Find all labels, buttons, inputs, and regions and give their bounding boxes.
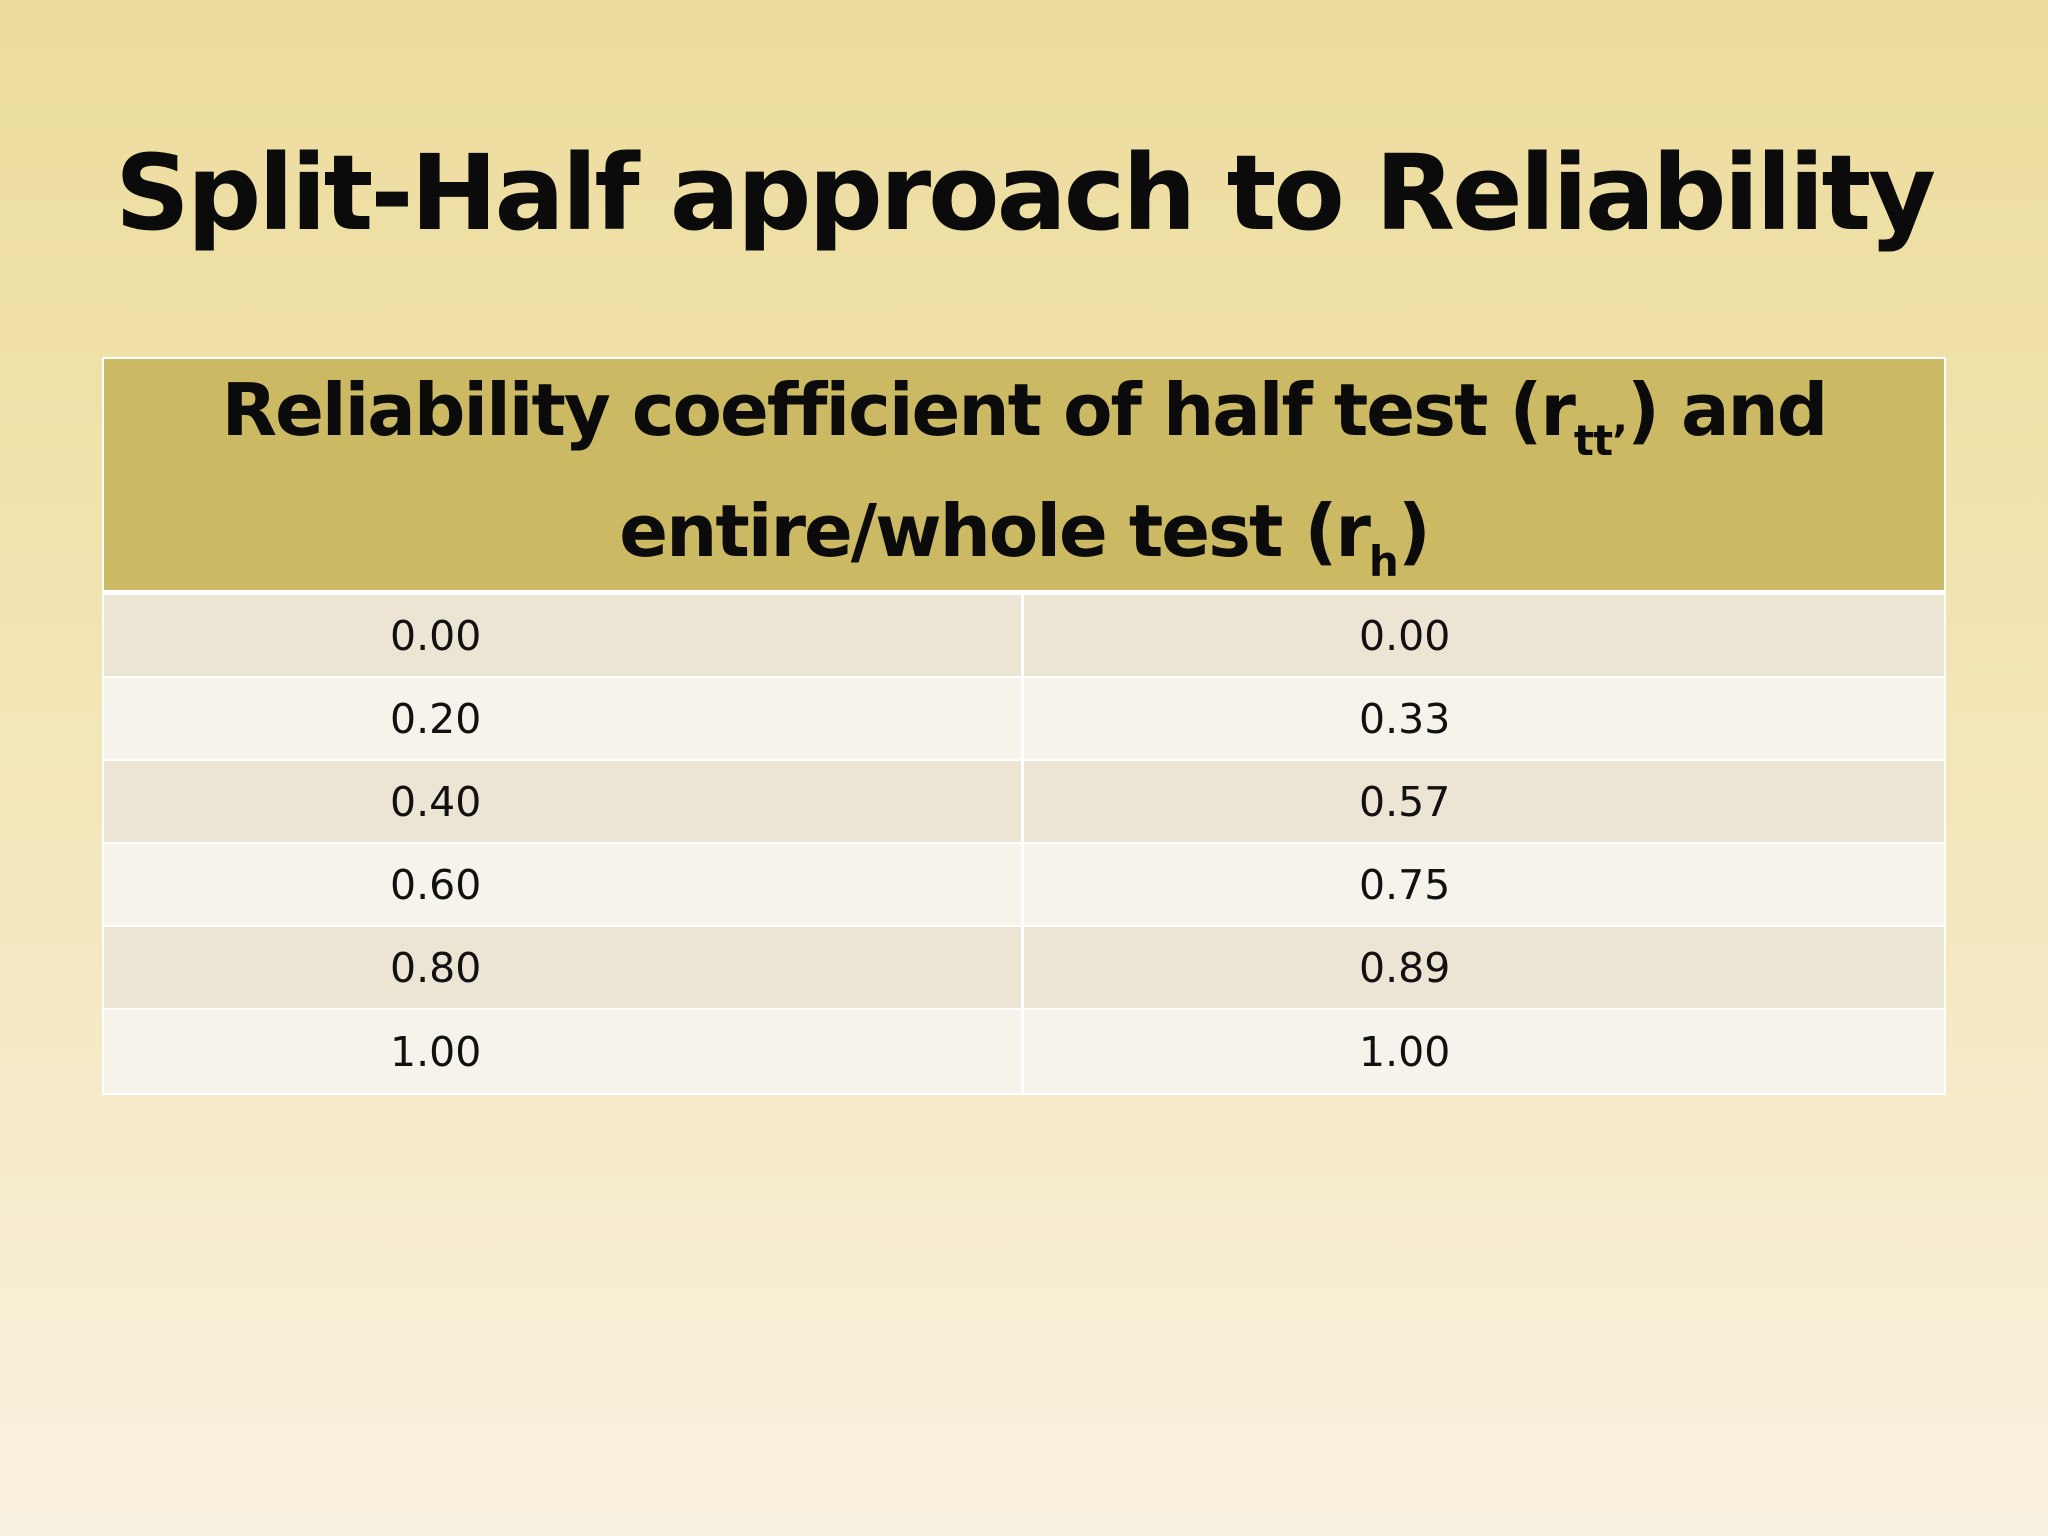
header-subscript-h: h [1368,536,1399,586]
half-test-cell: 1.00 [104,1010,1024,1093]
table-row: 0.40 0.57 [104,761,1944,844]
header-line-1-prefix: Reliability coefficient of half test (r [221,367,1576,452]
table-row: 0.00 0.00 [104,595,1944,678]
half-test-cell: 0.40 [104,761,1024,842]
whole-test-cell: 0.75 [1359,860,1451,909]
whole-test-cell: 0.89 [1359,943,1451,992]
table-header: Reliability coefficient of half test (rt… [104,359,1944,595]
table-header-text: Reliability coefficient of half test (rt… [221,353,1829,597]
header-subscript-tt: tt’ [1573,415,1628,465]
header-line-2: entire/whole test (rh) [222,476,1827,597]
header-line-1: Reliability coefficient of half test (rt… [221,355,1829,476]
whole-test-cell: 0.00 [1359,611,1451,660]
half-test-cell: 0.60 [104,844,1024,925]
table-body: 0.00 0.00 0.20 0.33 0.40 0.57 0.60 0.75 … [104,595,1944,1093]
table-row: 0.20 0.33 [104,678,1944,761]
header-line-2-suffix: ) [1397,488,1431,573]
header-line-1-suffix: ) and [1626,367,1828,452]
table-row: 0.80 0.89 [104,927,1944,1010]
whole-test-cell: 1.00 [1359,1027,1451,1076]
slide-title: Split-Half approach to Reliability [114,132,1936,254]
reliability-table: Reliability coefficient of half test (rt… [102,357,1946,1095]
half-test-cell: 0.20 [104,678,1024,759]
half-test-cell: 0.00 [104,595,1024,676]
table-row: 0.60 0.75 [104,844,1944,927]
header-line-2-prefix: entire/whole test (r [619,488,1371,573]
half-test-cell: 0.80 [104,927,1024,1008]
whole-test-cell: 0.57 [1359,777,1451,826]
whole-test-cell: 0.33 [1359,694,1451,743]
table-row: 1.00 1.00 [104,1010,1944,1093]
